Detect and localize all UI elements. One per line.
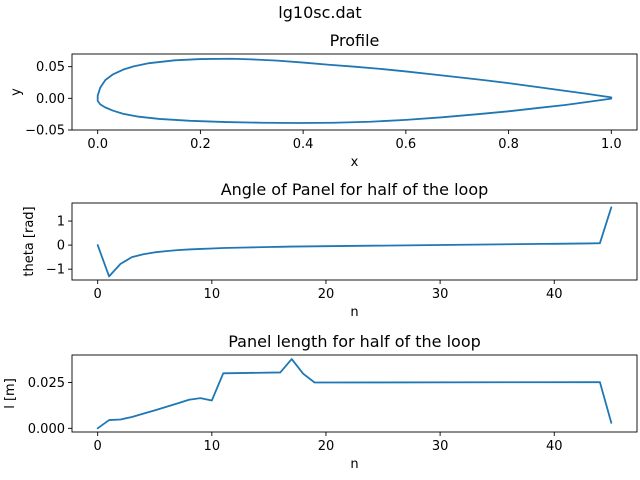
x-axis-label-length: n: [350, 457, 358, 472]
y-tick-label-length: 0.025: [28, 376, 65, 391]
subplot-title-length: Panel length for half of the loop: [228, 332, 481, 351]
series-line-theta-0: [96, 206, 613, 278]
y-tick-label-profile: −0.05: [25, 124, 65, 139]
x-tick-label-theta: 0: [94, 287, 102, 302]
figure-suptitle: lg10sc.dat: [278, 3, 361, 22]
x-tick-label-length: 10: [204, 439, 221, 454]
axes-frame-length: [71, 354, 638, 433]
series-line-profile-0: [96, 57, 613, 124]
x-axis-label-theta: n: [350, 305, 358, 320]
axes-frame-profile: [71, 53, 638, 131]
subplot-profile: Profile 0.0 0.2 0.4 0.6 0.8 1.0 −0.05 0.00 0.05 x y: [9, 31, 638, 170]
series-line-length-0: [96, 358, 613, 430]
subplot-length: Panel length for half of the loop 0 10 20 30…: [3, 332, 638, 472]
x-tick-label-profile: 0.2: [190, 137, 211, 152]
y-tick-label-theta: 0: [57, 239, 65, 254]
x-tick-label-length: 30: [432, 439, 449, 454]
x-tick-label-length: 20: [318, 439, 335, 454]
chart-panels: Profile 0.0 0.2 0.4 0.6 0.8 1.0 −0.05 0.00 0.05 x y…: [3, 31, 638, 472]
x-tick-label-theta: 30: [432, 287, 449, 302]
x-tick-label-length: 40: [546, 439, 563, 454]
y-axis-label-theta: theta [rad]: [22, 206, 37, 276]
y-tick-label-theta: −1: [46, 263, 65, 278]
x-tick-label-profile: 0.4: [293, 137, 314, 152]
x-axis-label-profile: x: [351, 155, 359, 170]
y-axis-label-profile: y: [9, 88, 24, 96]
x-tick-label-profile: 0.6: [396, 137, 417, 152]
x-tick-label-profile: 0.8: [498, 137, 519, 152]
y-tick-label-theta: 1: [57, 215, 65, 230]
y-tick-label-profile: 0.00: [36, 92, 65, 107]
x-tick-label-theta: 20: [318, 287, 335, 302]
x-tick-label-theta: 10: [204, 287, 221, 302]
axes-frame-theta: [71, 202, 638, 281]
x-tick-label-profile: 0.0: [87, 137, 108, 152]
x-tick-label-profile: 1.0: [601, 137, 622, 152]
y-tick-label-profile: 0.05: [36, 60, 65, 75]
subplot-title-profile: Profile: [330, 31, 380, 50]
x-tick-label-length: 0: [94, 439, 102, 454]
subplot-title-theta: Angle of Panel for half of the loop: [221, 180, 489, 199]
y-axis-label-length: l [m]: [3, 378, 18, 409]
x-tick-label-theta: 40: [546, 287, 563, 302]
y-tick-label-length: 0.000: [28, 422, 65, 437]
